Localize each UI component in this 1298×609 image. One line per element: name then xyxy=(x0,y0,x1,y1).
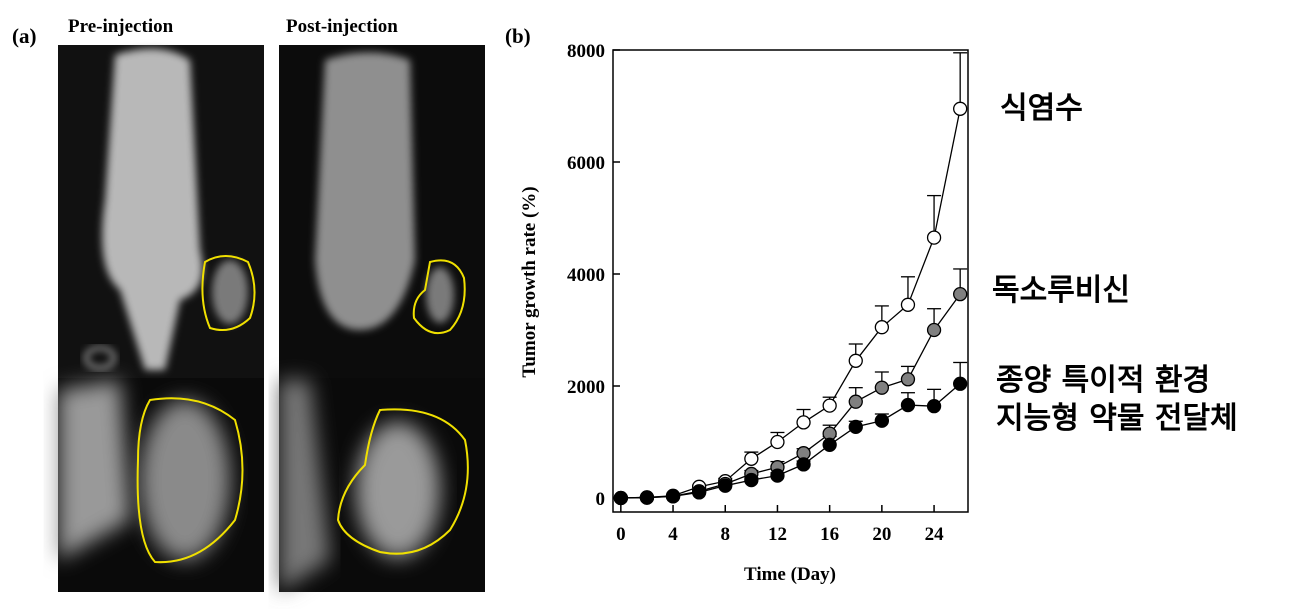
y-tick-label: 0 xyxy=(596,489,606,510)
x-tick-label: 24 xyxy=(925,524,945,545)
data-point xyxy=(874,320,890,335)
x-axis-title: Time (Day) xyxy=(744,564,836,585)
panel-label: (b) xyxy=(505,24,531,48)
data-point xyxy=(796,457,811,472)
series-line xyxy=(620,293,961,499)
data-point xyxy=(639,490,655,505)
data-point xyxy=(744,472,759,488)
data-point xyxy=(900,297,916,312)
data-point xyxy=(926,399,942,414)
data-point xyxy=(770,434,785,450)
data-point xyxy=(900,372,916,387)
x-tick-label: 12 xyxy=(768,524,787,545)
y-tick-label: 6000 xyxy=(567,153,605,174)
x-tick-label: 20 xyxy=(872,524,891,545)
x-tick-label: 0 xyxy=(616,524,626,545)
x-tick-label: 8 xyxy=(720,524,730,545)
data-point xyxy=(926,230,942,245)
plot-frame xyxy=(612,49,969,513)
mri-images xyxy=(58,45,485,592)
y-tick-label: 2000 xyxy=(567,377,605,398)
x-tick-label: 16 xyxy=(820,524,839,545)
panel-label: (a) xyxy=(12,24,37,48)
image-label: Post-injection xyxy=(286,16,398,37)
data-point xyxy=(926,322,942,338)
y-axis-title: Tumor growth rate (%) xyxy=(519,186,540,377)
data-point xyxy=(953,101,968,116)
data-point xyxy=(822,437,837,452)
data-point xyxy=(822,398,837,413)
y-tick-label: 4000 xyxy=(567,265,605,286)
series-label: 종양 특이적 환경 지능형 약물 전달체 xyxy=(996,363,1238,436)
data-point xyxy=(718,478,733,493)
data-point xyxy=(613,490,628,506)
data-point xyxy=(848,419,863,435)
data-point xyxy=(848,353,863,368)
data-point xyxy=(744,451,759,466)
data-point xyxy=(900,397,916,413)
data-point xyxy=(770,468,785,483)
data-point xyxy=(953,287,968,302)
data-point xyxy=(665,489,681,504)
image-label: Pre-injection xyxy=(68,16,174,37)
series-label: 식염수 xyxy=(1000,91,1083,126)
y-tick-label: 8000 xyxy=(567,41,605,62)
data-point xyxy=(953,376,968,391)
data-point xyxy=(848,394,863,409)
data-point xyxy=(796,415,811,430)
data-point xyxy=(874,413,890,428)
data-point xyxy=(691,485,707,500)
data-point xyxy=(874,380,890,395)
x-tick-label: 4 xyxy=(668,524,678,545)
series-label: 독소루비신 xyxy=(992,273,1130,308)
